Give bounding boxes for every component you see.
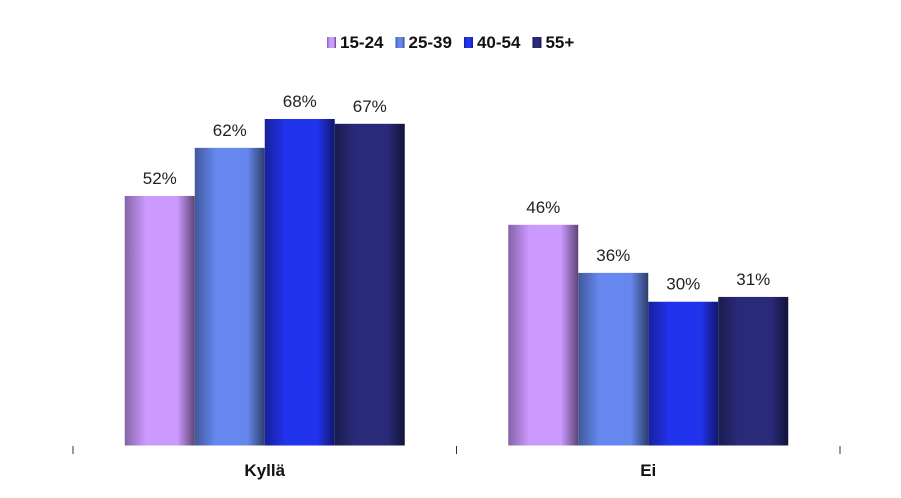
data-label: 30% [666,275,700,294]
x-tick-label: Ei [640,461,656,480]
bar-40-54-Kyllä [264,119,335,446]
legend: 15-24 25-39 40-54 55+ [327,33,574,52]
legend-swatch [327,37,336,48]
legend-label: 55+ [545,33,574,52]
data-labels-group: 52% 62% 68% 67% 46% 36% 30% 31% [143,92,771,294]
legend-swatch [532,37,542,48]
bar-55+-Ei [718,296,789,446]
data-label: 36% [596,246,630,265]
data-label: 68% [283,92,317,111]
legend-label: 15-24 [340,33,384,52]
bar-15-24-Ei [508,224,579,446]
bar-15-24-Kyllä [124,195,195,446]
x-axis: Kyllä Ei [72,445,841,480]
bars-group [124,119,789,446]
x-tick-label: Kyllä [244,461,285,480]
bar-55+-Kyllä [334,123,405,446]
bar-40-54-Ei [648,301,719,446]
data-label: 62% [213,121,247,140]
legend-swatch [395,37,405,48]
legend-label: 25-39 [408,33,451,52]
legend-label: 40-54 [477,33,521,52]
bar-25-39-Ei [578,272,649,446]
data-label: 31% [736,270,770,289]
data-label: 46% [526,198,560,217]
data-label: 67% [353,97,387,116]
legend-swatch [463,37,473,48]
bar-25-39-Kyllä [194,147,265,446]
data-label: 52% [143,169,177,188]
